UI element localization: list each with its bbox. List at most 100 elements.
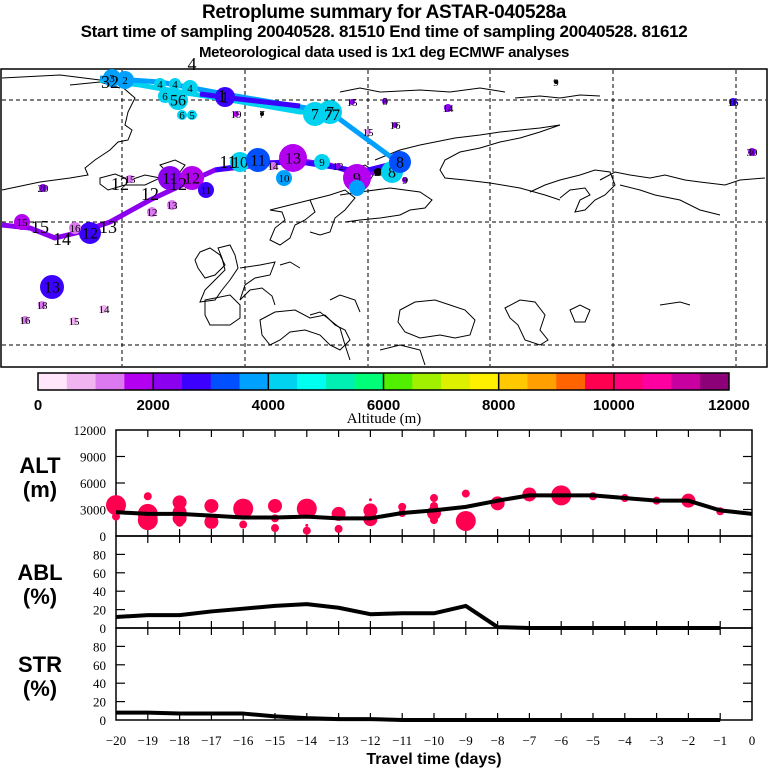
plume-point: 16 — [390, 120, 402, 132]
plume-point-label: 12 — [82, 226, 98, 243]
x-tick-label: −6 — [554, 733, 568, 748]
plume-marker — [21, 316, 29, 324]
plume-point-label: 15 — [347, 97, 359, 109]
colorbar-tick-label: 6000 — [367, 397, 400, 414]
plume-marker — [168, 90, 188, 110]
plume-point: 13 — [167, 200, 179, 212]
cluster-marker — [204, 514, 219, 529]
plume-point: 12 — [147, 207, 158, 219]
plume-marker — [116, 71, 134, 89]
coastline-segment — [199, 244, 239, 303]
plume-point: 6 — [177, 110, 187, 122]
colorbar-label: Altitude (m) — [347, 411, 422, 427]
plume-point-label: 20 — [38, 183, 50, 195]
plume-marker — [230, 152, 250, 172]
path-number-label: 12 — [169, 174, 187, 194]
coastline-segment — [329, 294, 361, 313]
plume-marker — [158, 166, 182, 190]
plume-marker — [187, 110, 197, 120]
plume-point-label: 14 — [268, 161, 280, 173]
coastline-segment — [504, 299, 549, 346]
path-number-label: 11 — [219, 152, 236, 172]
plume-point: 15 — [363, 127, 375, 139]
panel-label: STR — [18, 652, 62, 677]
cluster-marker — [398, 502, 407, 511]
plume-point-label: 8 — [382, 96, 388, 108]
colorbar-tick-label: 4000 — [252, 397, 285, 414]
x-tick-label: −14 — [297, 733, 318, 748]
plume-marker — [729, 98, 737, 106]
plume-marker — [374, 168, 382, 176]
plume-marker — [79, 222, 101, 244]
plume-marker — [169, 78, 181, 90]
plume-point: 15 — [125, 174, 137, 186]
plume-point-label: 14 — [443, 103, 455, 115]
series-line-abl — [115, 602, 721, 630]
cluster-marker — [268, 498, 282, 513]
cluster-marker — [143, 492, 152, 501]
plume-marker — [382, 98, 388, 104]
coastline-segment — [659, 301, 691, 306]
plume-marker — [39, 184, 47, 192]
map-gridlines — [2, 70, 766, 366]
cluster-marker — [430, 516, 438, 525]
x-tick-label: −5 — [586, 733, 600, 748]
plume-marker — [38, 301, 46, 309]
plume-marker — [14, 214, 30, 230]
plume-point-label: 6 — [162, 91, 168, 103]
coastline-segment — [259, 309, 351, 351]
plume-point: 10 — [230, 152, 250, 172]
plume-marker — [154, 78, 166, 90]
plume-point-label: 7 — [326, 105, 334, 122]
x-tick-label: −17 — [201, 733, 222, 748]
coastline-segment — [239, 261, 276, 301]
plume-point: 19 — [231, 109, 243, 121]
cluster-marker — [461, 489, 470, 498]
plume-point: 12 — [180, 166, 204, 190]
plume-point: 4 — [182, 80, 198, 96]
plume-marker — [269, 162, 277, 170]
plume-point: 12 — [333, 161, 344, 173]
colorbar-swatch — [700, 373, 730, 390]
coastline-segment — [339, 187, 433, 223]
cluster-marker — [296, 498, 317, 519]
x-tick-label: −3 — [650, 733, 664, 748]
coastline-segment — [204, 294, 241, 326]
plume-point: 10 — [373, 167, 385, 179]
plume-point: 9 — [553, 77, 559, 89]
plume-point-label: 15 — [17, 217, 29, 229]
colorbar-swatch — [297, 373, 327, 390]
plume-marker — [554, 80, 558, 84]
y-tick-label: 0 — [100, 529, 107, 544]
coastline-segment — [309, 189, 356, 236]
x-tick-label: −11 — [392, 733, 412, 748]
panel-label: ALT — [19, 453, 61, 478]
colorbar-swatch — [153, 373, 183, 390]
plume-point-label: 13 — [285, 151, 301, 168]
plume-point: 15 — [69, 316, 81, 328]
colorbar-swatch — [268, 373, 298, 390]
plume-marker — [349, 180, 365, 196]
y-tick-label: 20 — [93, 603, 106, 618]
plume-point-label: 9 — [553, 77, 559, 89]
plume-point-label: 8 — [388, 165, 396, 182]
y-tick-label: 6000 — [80, 476, 106, 491]
cluster-marker — [106, 495, 126, 516]
colorbar-tick-label: 10000 — [593, 397, 635, 414]
plume-point: 14 — [443, 103, 455, 115]
plume-point: 11 — [158, 166, 182, 190]
plume-point: 30 — [747, 147, 759, 159]
plume-marker — [233, 111, 239, 117]
plume-marker — [182, 80, 198, 96]
plume-point: 14 — [99, 304, 111, 316]
plume-point-label: 2 — [122, 75, 128, 87]
x-tick-label: −19 — [138, 733, 158, 748]
plume-point-label: 56 — [170, 93, 186, 110]
plume-point: 16 — [69, 222, 81, 235]
colorbar-swatch — [354, 373, 384, 390]
path-number-label: 4 — [188, 54, 197, 74]
path-number-label: 1 — [218, 86, 227, 106]
plume-point-label: 9 — [353, 171, 361, 188]
